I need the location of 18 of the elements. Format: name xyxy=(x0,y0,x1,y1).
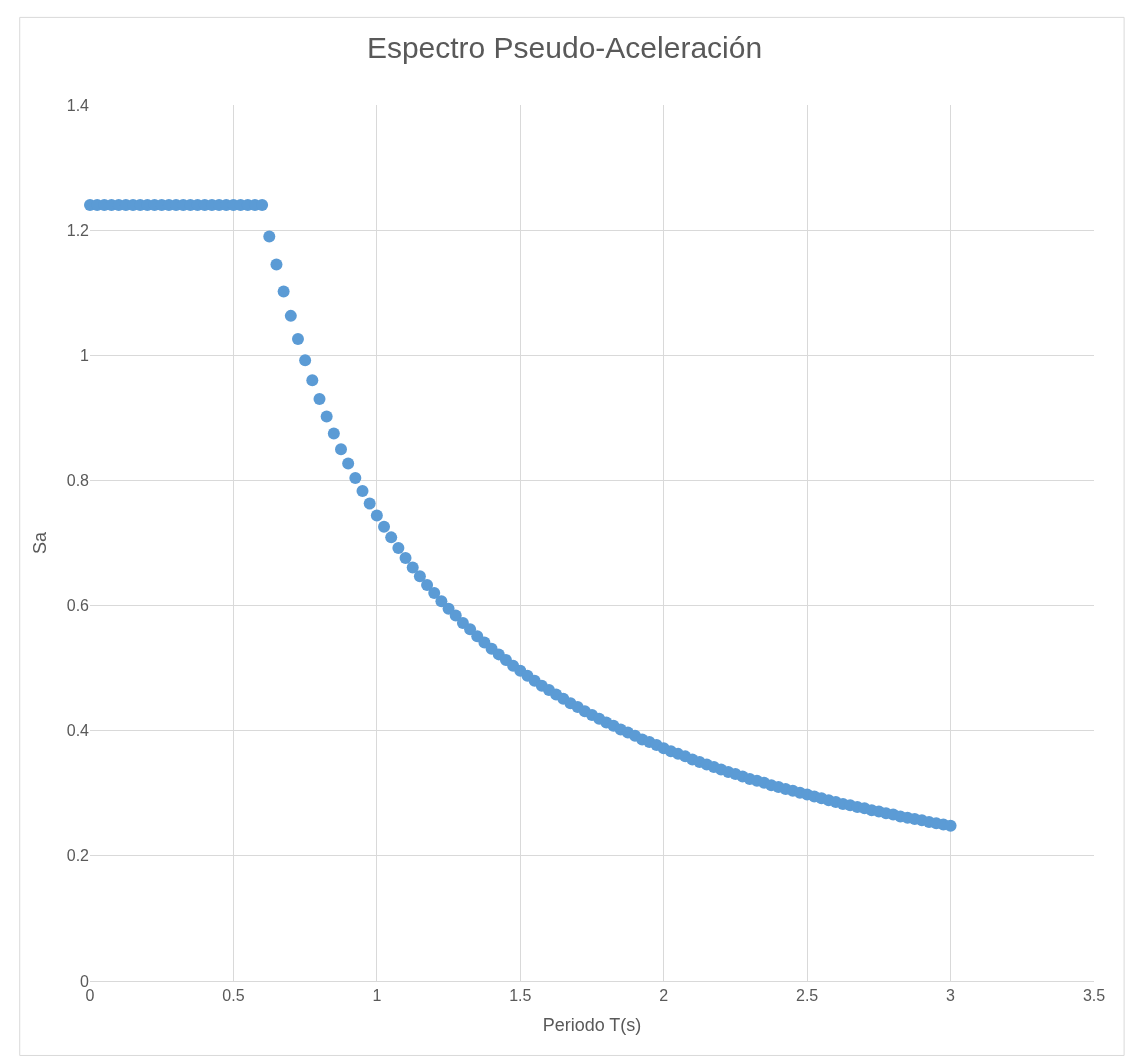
x-tick-label: 3 xyxy=(946,987,956,1005)
y-tick-label: 0.4 xyxy=(66,722,90,740)
y-tick-label: 0.6 xyxy=(66,597,90,615)
x-tick-label: 1 xyxy=(372,987,382,1005)
y-tick-label: 1 xyxy=(80,346,90,364)
x-tick-label: 0.5 xyxy=(222,987,245,1005)
y-tick-label: 0 xyxy=(80,972,90,990)
y-tick-label: 0.8 xyxy=(66,472,90,490)
x-tick-label: 3.5 xyxy=(1082,987,1106,1005)
chart-title: Espectro Pseudo-Aceleración xyxy=(366,31,763,65)
y-tick-label: 0.2 xyxy=(66,847,90,865)
x-axis-title: Periodo T(s) xyxy=(542,1015,642,1036)
y-axis-title: Sa xyxy=(29,531,50,555)
x-tick-label: 2.5 xyxy=(796,987,819,1005)
y-tick-label: 1.2 xyxy=(66,221,90,239)
x-tick-label: 1.5 xyxy=(509,987,532,1005)
x-tick-label: 2 xyxy=(659,987,669,1005)
y-tick-label: 1.4 xyxy=(66,96,90,114)
